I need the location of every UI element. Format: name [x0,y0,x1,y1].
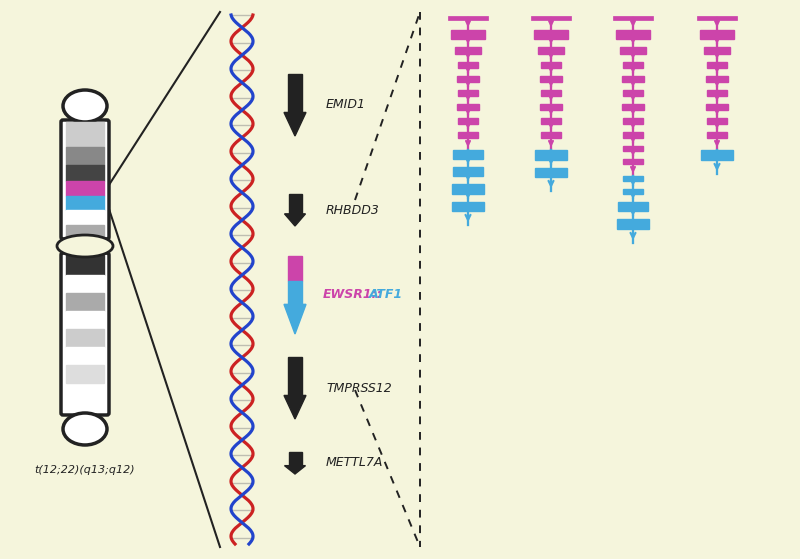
Bar [623,146,643,151]
Polygon shape [284,395,306,419]
Bar [288,357,302,395]
Bar [623,62,643,68]
Bar [289,452,302,466]
Bar [541,62,561,68]
Text: t(12;22)(q13;q12): t(12;22)(q13;q12) [34,465,135,475]
Bar [701,150,733,160]
Bar [704,47,730,54]
Bar [455,47,481,54]
Bar [66,275,104,293]
Bar [451,30,485,39]
Bar [66,255,104,275]
Bar [458,132,478,138]
FancyBboxPatch shape [61,120,109,239]
Bar [707,90,727,96]
Bar [623,189,643,194]
Ellipse shape [63,90,107,122]
Bar [66,311,104,329]
Bar [618,202,648,211]
Bar [700,30,734,39]
Bar [535,168,567,177]
Bar [623,176,643,181]
Bar [541,118,561,124]
Bar [534,30,568,39]
Bar [706,104,728,110]
Polygon shape [285,214,306,226]
Text: TMPRSS12: TMPRSS12 [326,381,392,395]
Bar [707,62,727,68]
Polygon shape [284,112,306,136]
Bar [458,62,478,68]
Bar [457,104,479,110]
FancyBboxPatch shape [61,253,109,415]
Bar [66,165,104,181]
Text: EWSR1::: EWSR1:: [323,288,382,301]
Bar [620,47,646,54]
Bar [535,150,567,160]
Bar [617,219,649,229]
Bar [458,118,478,124]
Bar [66,196,104,210]
Bar [541,90,561,96]
Bar [66,225,104,237]
Bar [623,132,643,138]
Text: ATF1: ATF1 [369,288,403,301]
Bar [538,47,564,54]
Bar [288,281,302,304]
Bar [66,347,104,365]
Polygon shape [284,304,306,334]
Bar [452,202,484,211]
Bar [707,118,727,124]
Bar [453,167,483,176]
Bar [453,150,483,159]
Bar [66,293,104,311]
Bar [66,122,104,147]
Bar [540,76,562,82]
Bar [66,147,104,165]
Bar [622,104,644,110]
Bar [623,159,643,164]
Bar [66,210,104,225]
Ellipse shape [57,235,113,257]
Text: EMID1: EMID1 [326,98,366,111]
Polygon shape [285,466,306,474]
Bar [623,90,643,96]
Text: METTL7A: METTL7A [326,457,383,470]
Bar [457,76,479,82]
Bar [66,329,104,347]
Bar [66,365,104,383]
Bar [706,76,728,82]
Bar [707,132,727,138]
Bar [541,132,561,138]
Bar [288,256,302,281]
Ellipse shape [63,413,107,445]
Bar [616,30,650,39]
Text: RHBDD3: RHBDD3 [326,203,380,216]
Bar [66,181,104,196]
Bar [288,74,302,112]
Bar [540,104,562,110]
Bar [623,118,643,124]
Bar [622,76,644,82]
Bar [452,184,484,194]
Bar [289,194,302,214]
Bar [458,90,478,96]
